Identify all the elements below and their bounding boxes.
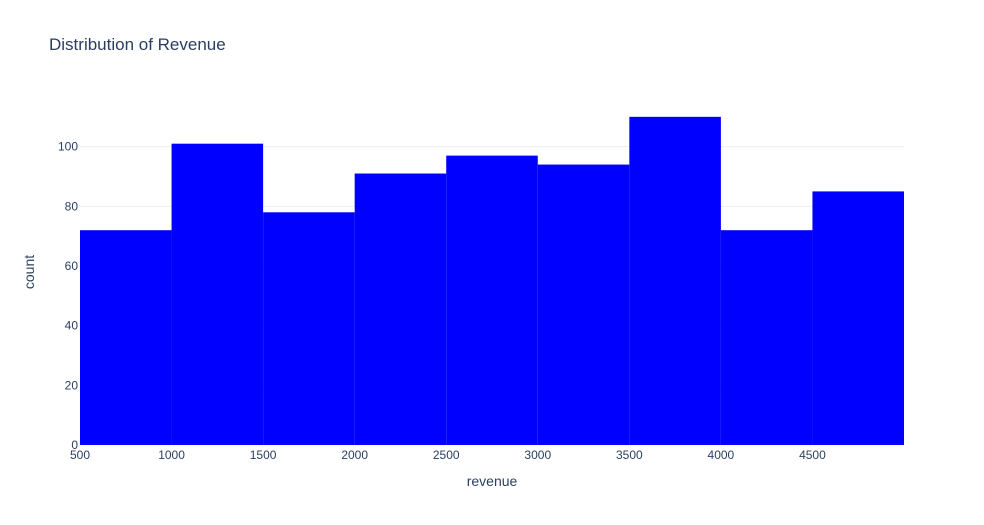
y-tick-label: 0 [71,438,78,452]
x-tick-label: 2500 [433,448,460,462]
histogram-bar[interactable] [629,116,721,445]
y-tick-label: 60 [65,259,79,273]
histogram-bar[interactable] [80,230,172,445]
x-tick-label: 2000 [341,448,368,462]
x-tick-label: 1500 [250,448,277,462]
y-tick-label: 40 [65,319,79,333]
x-tick-label: 3500 [616,448,643,462]
histogram-bar[interactable] [812,191,904,445]
y-tick-label: 100 [58,140,78,154]
bars [80,116,904,446]
y-axis-title: count [21,255,37,289]
x-axis-title: revenue [467,473,518,489]
histogram-bar[interactable] [446,155,538,445]
x-tick-label: 500 [70,448,90,462]
x-axis-ticks: 500 1000 1500 2000 2500 3000 3500 4000 4500 [70,448,826,462]
chart-title: Distribution of Revenue [49,35,226,54]
histogram-bar[interactable] [720,230,813,445]
y-tick-label: 80 [65,199,79,213]
x-tick-label: 1000 [158,448,185,462]
y-axis-ticks: 0 20 40 60 80 100 [58,140,78,452]
histogram-bar[interactable] [354,173,447,445]
histogram-bar[interactable] [537,164,630,446]
x-tick-label: 4000 [708,448,735,462]
histogram-bar[interactable] [171,143,264,445]
histogram-bar[interactable] [263,212,355,445]
x-tick-label: 3000 [524,448,551,462]
x-tick-label: 4500 [799,448,826,462]
y-tick-label: 20 [65,378,79,392]
